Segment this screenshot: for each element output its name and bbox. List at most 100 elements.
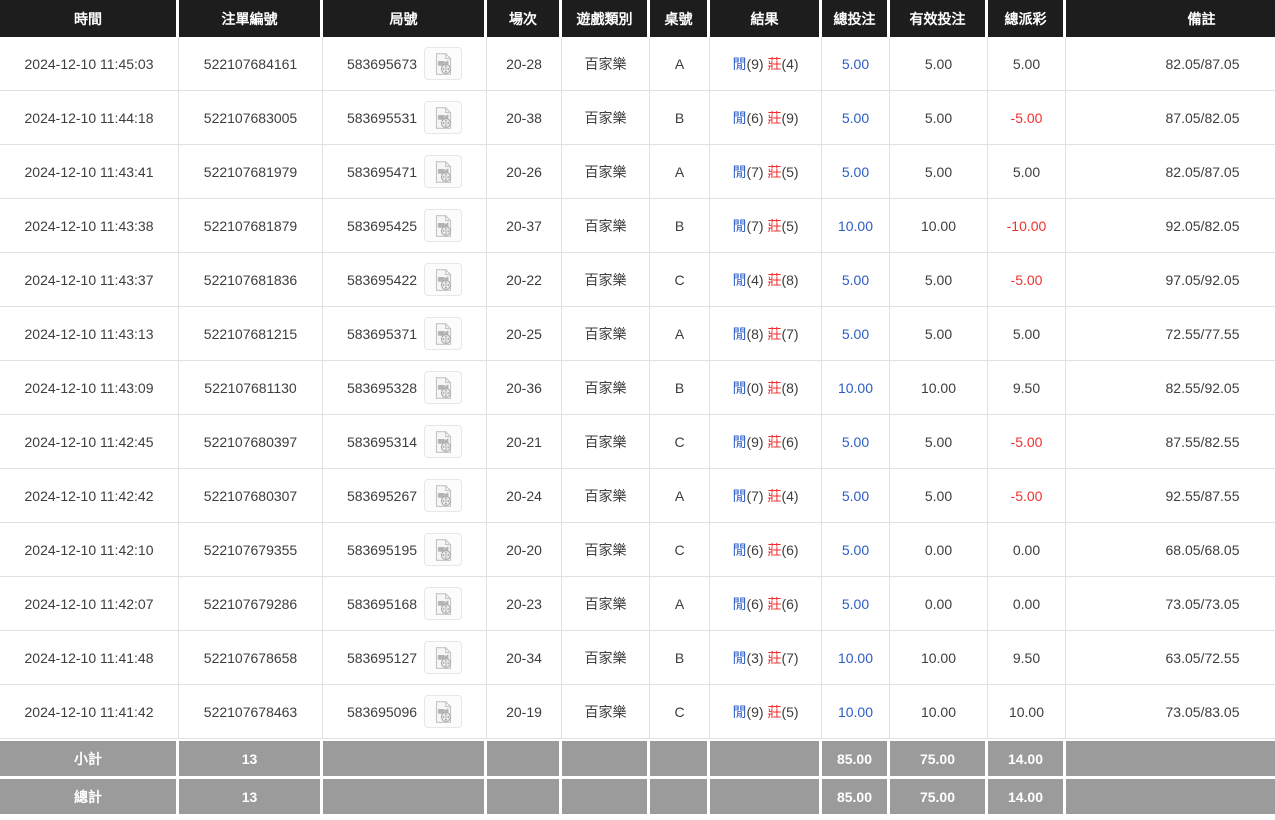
- cell-total-bet: 5.00: [822, 523, 890, 577]
- total-valid-bet: 75.00: [890, 776, 988, 814]
- column-header-session: 場次: [487, 0, 562, 37]
- total-bet-value[interactable]: 5.00: [841, 109, 870, 126]
- total-empty-game: [562, 776, 650, 814]
- total-bet-value[interactable]: 5.00: [841, 325, 870, 342]
- cell-bet-id: 522107683005: [179, 91, 323, 145]
- total-bet-value[interactable]: 5.00: [841, 163, 870, 180]
- video-replay-button[interactable]: [424, 695, 463, 728]
- cell-total-bet: 5.00: [822, 469, 890, 523]
- round-id-value: 583695673: [346, 55, 418, 72]
- total-bet-value[interactable]: 10.00: [837, 703, 874, 720]
- video-replay-button[interactable]: [424, 101, 463, 134]
- cell-remark: 82.55/92.05: [1066, 361, 1275, 415]
- banker-result-label: 莊: [767, 433, 782, 450]
- cell-payout: 0.00: [988, 523, 1066, 577]
- cell-payout: 5.00: [988, 145, 1066, 199]
- payout-value: 10.00: [1008, 703, 1045, 720]
- cell-payout: 9.50: [988, 361, 1066, 415]
- video-replay-button[interactable]: [424, 317, 463, 350]
- cell-total-bet: 10.00: [822, 361, 890, 415]
- cell-session: 20-26: [487, 145, 562, 199]
- cell-result: 閒(7) 莊(4): [710, 469, 822, 523]
- subtotal-empty-game: [562, 739, 650, 776]
- cell-session: 20-34: [487, 631, 562, 685]
- player-result-label: 閒: [732, 325, 747, 342]
- total-payout: 14.00: [988, 776, 1066, 814]
- round-id-value: 583695195: [346, 541, 418, 558]
- cell-time: 2024-12-10 11:41:42: [0, 685, 179, 739]
- cell-session: 20-28: [487, 37, 562, 91]
- cell-time: 2024-12-10 11:42:42: [0, 469, 179, 523]
- total-bet-value[interactable]: 5.00: [841, 487, 870, 504]
- column-header-bet-id: 注單編號: [179, 0, 323, 37]
- cell-total-bet: 5.00: [822, 37, 890, 91]
- payout-value: 5.00: [1012, 325, 1041, 342]
- video-replay-icon: [435, 592, 451, 615]
- cell-valid-bet: 0.00: [890, 523, 988, 577]
- subtotal-row: 小計 13 85.00 75.00 14.00: [0, 739, 1275, 776]
- video-replay-button[interactable]: [424, 479, 463, 512]
- banker-result-label: 莊: [767, 217, 782, 234]
- total-bet-value[interactable]: 5.00: [841, 433, 870, 450]
- video-replay-button[interactable]: [424, 47, 463, 80]
- player-result-label: 閒: [732, 541, 747, 558]
- video-replay-button[interactable]: [424, 425, 463, 458]
- cell-total-bet: 10.00: [822, 199, 890, 253]
- cell-bet-id: 522107680307: [179, 469, 323, 523]
- cell-time: 2024-12-10 11:43:13: [0, 307, 179, 361]
- total-bet-value[interactable]: 5.00: [841, 271, 870, 288]
- total-empty-remark: [1066, 776, 1275, 814]
- cell-game-type: 百家樂: [562, 253, 650, 307]
- player-result-label: 閒: [732, 595, 747, 612]
- total-bet-value[interactable]: 10.00: [837, 649, 874, 666]
- cell-game-type: 百家樂: [562, 37, 650, 91]
- video-replay-button[interactable]: [424, 371, 463, 404]
- total-label: 總計: [0, 776, 179, 814]
- video-replay-icon: [435, 538, 451, 561]
- total-bet-value[interactable]: 10.00: [837, 217, 874, 234]
- video-replay-button[interactable]: [424, 155, 463, 188]
- cell-game-type: 百家樂: [562, 523, 650, 577]
- cell-session: 20-23: [487, 577, 562, 631]
- video-replay-button[interactable]: [424, 533, 463, 566]
- cell-time: 2024-12-10 11:44:18: [0, 91, 179, 145]
- payout-value: 9.50: [1012, 379, 1041, 396]
- cell-remark: 72.55/77.55: [1066, 307, 1275, 361]
- banker-result-label: 莊: [767, 595, 782, 612]
- cell-time: 2024-12-10 11:43:38: [0, 199, 179, 253]
- video-replay-icon: [435, 484, 451, 507]
- video-replay-button[interactable]: [424, 641, 463, 674]
- video-replay-icon: [435, 214, 451, 237]
- payout-value: -5.00: [1010, 433, 1043, 450]
- video-replay-button[interactable]: [424, 263, 463, 296]
- player-result-label: 閒: [732, 109, 747, 126]
- records-body: 2024-12-10 11:45:03 522107684161 5836956…: [0, 37, 1275, 739]
- cell-table: A: [650, 577, 710, 631]
- cell-session: 20-20: [487, 523, 562, 577]
- cell-game-type: 百家樂: [562, 469, 650, 523]
- cell-total-bet: 5.00: [822, 91, 890, 145]
- subtotal-payout: 14.00: [988, 739, 1066, 776]
- video-replay-icon: [435, 160, 451, 183]
- video-replay-icon: [435, 376, 451, 399]
- cell-round-id: 583695422: [323, 253, 487, 307]
- total-empty-result: [710, 776, 822, 814]
- total-bet-value[interactable]: 10.00: [837, 379, 874, 396]
- cell-bet-id: 522107679355: [179, 523, 323, 577]
- cell-valid-bet: 5.00: [890, 253, 988, 307]
- cell-table: C: [650, 685, 710, 739]
- cell-bet-id: 522107684161: [179, 37, 323, 91]
- total-count: 13: [179, 776, 323, 814]
- cell-payout: 9.50: [988, 631, 1066, 685]
- cell-payout: 5.00: [988, 307, 1066, 361]
- video-replay-button[interactable]: [424, 587, 463, 620]
- total-bet-value[interactable]: 5.00: [841, 55, 870, 72]
- video-replay-button[interactable]: [424, 209, 463, 242]
- cell-valid-bet: 5.00: [890, 415, 988, 469]
- cell-payout: -5.00: [988, 91, 1066, 145]
- total-bet-value[interactable]: 5.00: [841, 595, 870, 612]
- total-bet-value[interactable]: 5.00: [841, 541, 870, 558]
- cell-payout: -5.00: [988, 415, 1066, 469]
- player-result-label: 閒: [732, 379, 747, 396]
- cell-session: 20-19: [487, 685, 562, 739]
